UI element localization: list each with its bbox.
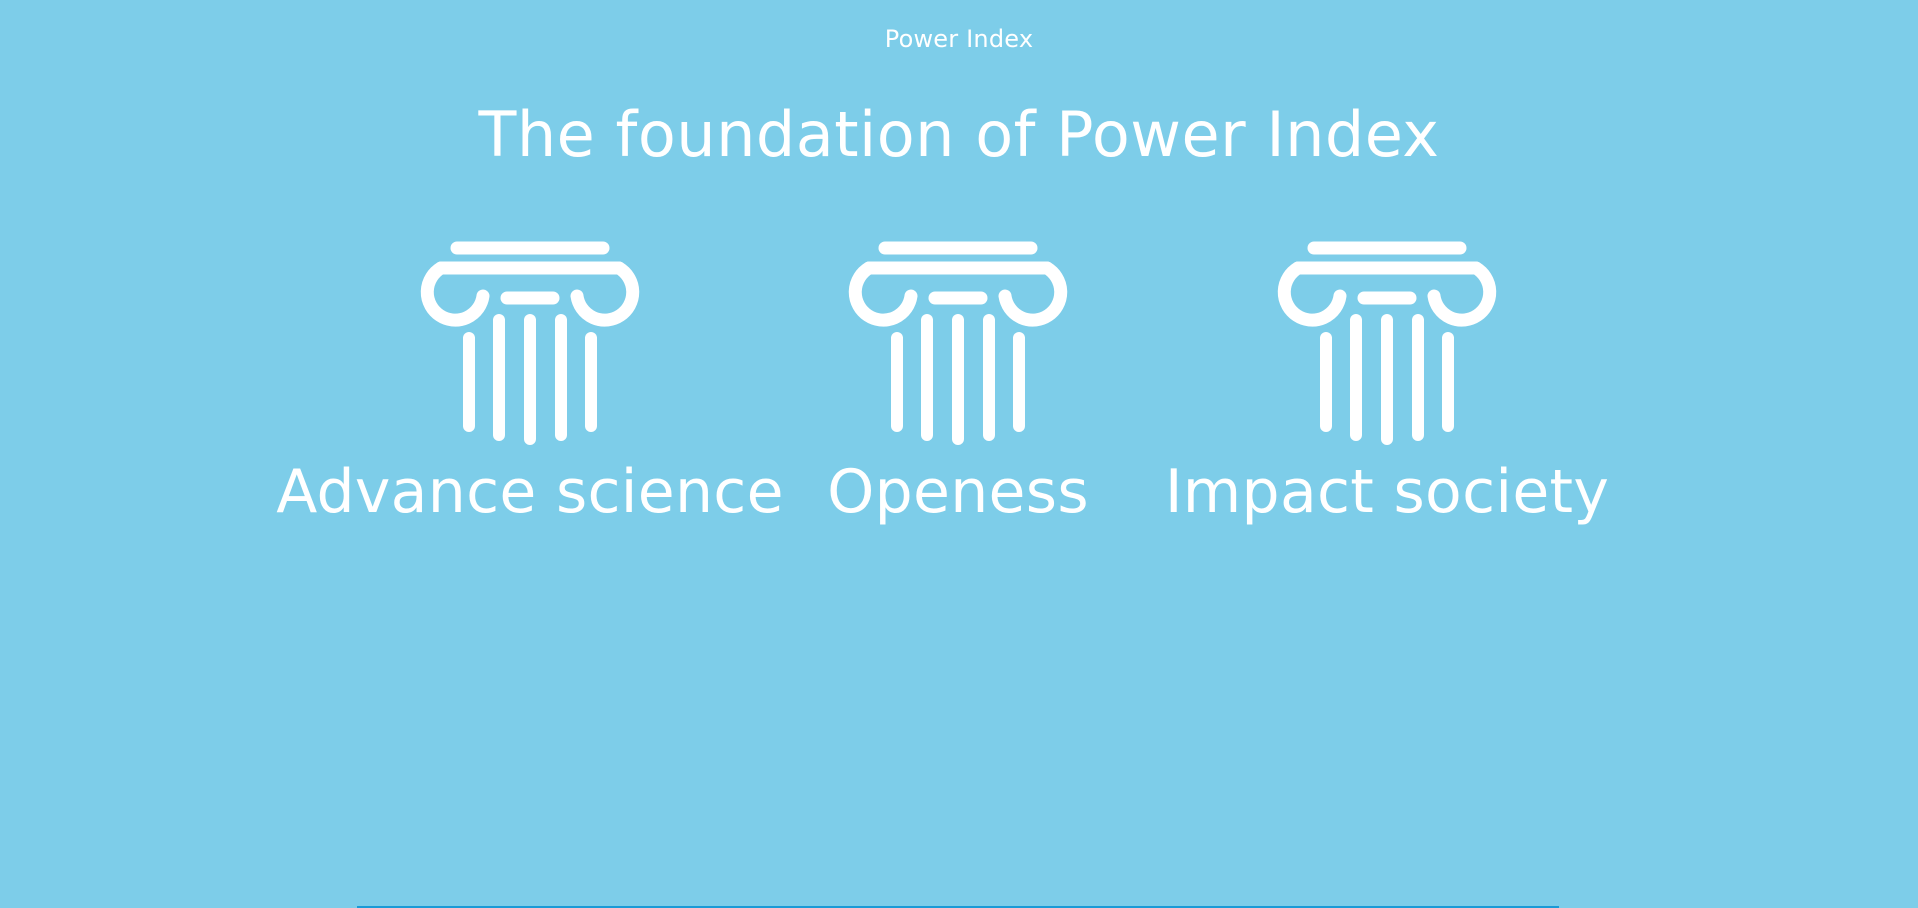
column-icon [420,241,640,445]
pillar-impact-society: Impact society [1157,238,1617,532]
pillar-label: Openess [827,457,1089,527]
column-icon [1277,241,1497,445]
pillar-advance-science: Advance science [276,238,784,532]
pillar-label: Advance science [276,457,784,527]
pillar-openess: Openess [728,238,1188,532]
column-icon [848,241,1068,445]
pillar-label: Impact society [1164,457,1610,527]
page-headline: The foundation of Power Index [478,98,1440,171]
site-name: Power Index [884,25,1034,53]
bottom-accent-bar [357,906,1559,908]
